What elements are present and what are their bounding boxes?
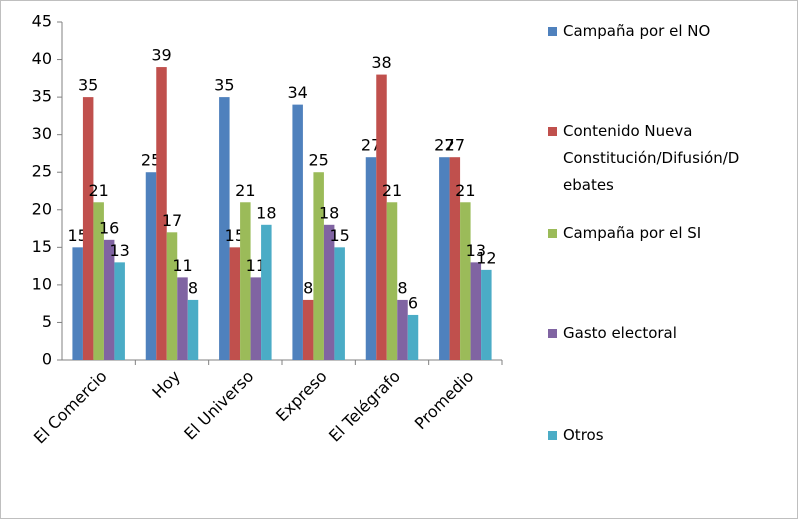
data-label: 15 (225, 226, 245, 245)
legend-swatch (548, 27, 557, 36)
bar (261, 224, 272, 360)
bar (72, 247, 83, 360)
bar (292, 104, 303, 360)
y-tick-label: 15 (32, 237, 52, 256)
data-label: 27 (445, 136, 465, 155)
bar (229, 247, 241, 360)
legend-item: Contenido Nueva Constitución/Difusión/De… (548, 118, 748, 199)
legend-item: Otros (548, 422, 748, 449)
data-label: 21 (235, 181, 255, 200)
data-label: 21 (382, 181, 402, 200)
data-label: 17 (162, 211, 182, 230)
legend-swatch (548, 229, 557, 238)
legend-item: Campaña por el NO (548, 18, 748, 45)
data-label: 8 (188, 278, 198, 297)
legend-item: Gasto electoral (548, 320, 748, 347)
bar (82, 97, 94, 360)
bar (302, 299, 314, 360)
bar (481, 269, 492, 360)
bar (103, 239, 115, 360)
data-label: 6 (408, 293, 418, 312)
bar (93, 202, 104, 360)
x-tick-label: El Universo (180, 367, 257, 444)
data-label: 11 (246, 256, 266, 275)
x-tick-label: El Telégrafo (325, 367, 404, 446)
data-label: 27 (361, 136, 381, 155)
bar (407, 314, 419, 360)
bar (460, 202, 471, 360)
y-tick-label: 5 (42, 312, 52, 331)
bar (439, 157, 450, 360)
data-label: 39 (151, 46, 171, 65)
data-label: 8 (397, 278, 407, 297)
legend-label: Gasto electoral (563, 324, 677, 342)
legend-label: Contenido Nueva Constitución/Difusión/De… (563, 122, 740, 194)
bar (145, 172, 157, 360)
bar (240, 202, 251, 360)
y-tick-label: 10 (32, 274, 52, 293)
bar (470, 262, 482, 360)
data-label: 15 (67, 226, 87, 245)
bar (156, 67, 167, 361)
data-label: 21 (455, 181, 475, 200)
data-label: 25 (141, 151, 161, 170)
x-tick-label: Hoy (148, 367, 184, 403)
bar (397, 299, 408, 360)
y-tick-label: 20 (32, 199, 52, 218)
data-label: 21 (88, 181, 108, 200)
legend-label: Otros (563, 426, 604, 444)
bar (365, 157, 377, 360)
legend-label: Campaña por el NO (563, 22, 711, 40)
data-label: 8 (303, 278, 313, 297)
x-tick-label: El Comercio (30, 367, 111, 448)
data-label: 35 (78, 76, 98, 95)
bar (376, 74, 387, 361)
data-label: 16 (99, 218, 119, 237)
y-tick-label: 25 (32, 162, 52, 181)
data-label: 27 (434, 136, 454, 155)
bar (114, 262, 125, 360)
bar (166, 232, 178, 360)
data-label: 38 (371, 53, 391, 72)
y-tick-label: 30 (32, 124, 52, 143)
y-tick-label: 45 (32, 12, 52, 31)
legend-swatch (548, 431, 557, 440)
data-label: 18 (256, 203, 276, 222)
y-tick-label: 0 (42, 350, 52, 369)
bar (187, 299, 199, 360)
bar (177, 277, 188, 360)
y-tick-label: 40 (32, 49, 52, 68)
legend-label: Campaña por el SI (563, 224, 702, 242)
x-tick-label: Promedio (411, 367, 478, 434)
data-label: 25 (308, 151, 328, 170)
bar (250, 277, 262, 360)
data-label: 35 (214, 76, 234, 95)
data-label: 15 (329, 226, 349, 245)
legend-swatch (548, 127, 557, 136)
bar (313, 172, 324, 360)
x-tick-label: Expreso (272, 367, 331, 426)
data-label: 13 (109, 241, 129, 260)
legend-swatch (548, 329, 557, 338)
legend-item: Campaña por el SI (548, 220, 748, 247)
bar (449, 157, 461, 360)
data-label: 18 (319, 203, 339, 222)
data-label: 13 (466, 241, 486, 260)
bar (334, 247, 345, 360)
bar (386, 202, 398, 360)
data-label: 11 (172, 256, 192, 275)
data-label: 34 (287, 83, 307, 102)
bar (323, 224, 335, 360)
data-label: 12 (476, 248, 496, 267)
bar (219, 97, 230, 360)
y-tick-label: 35 (32, 87, 52, 106)
